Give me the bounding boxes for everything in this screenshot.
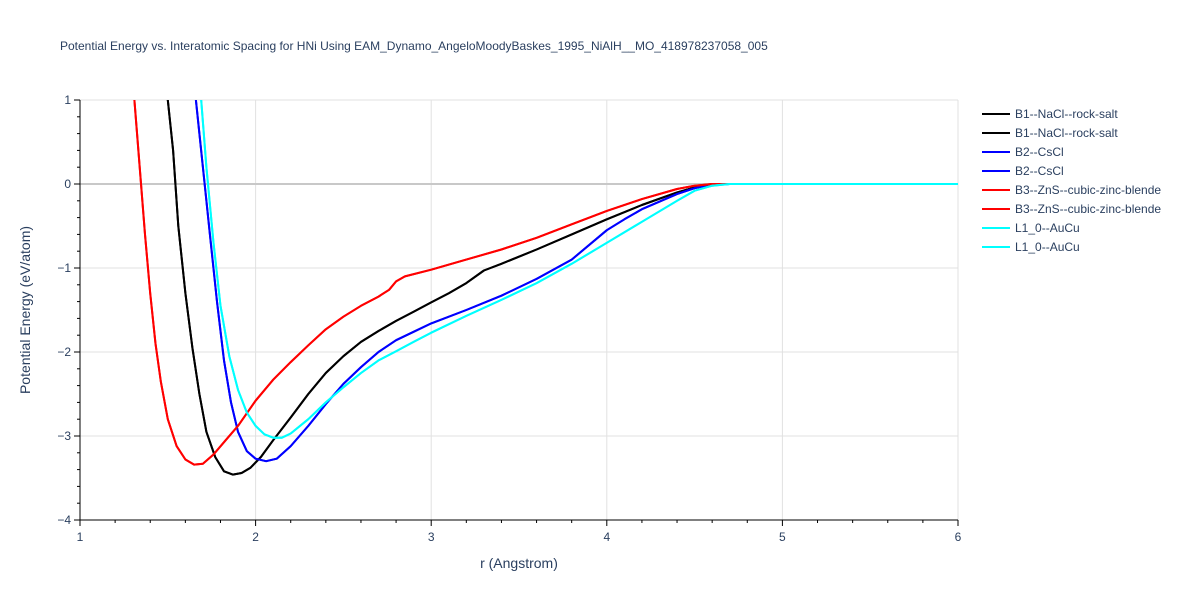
grid-lines bbox=[80, 99, 959, 520]
y-tick-label: 1 bbox=[64, 93, 71, 107]
y-tick-labels: 1 0 −1 −2 −3 −4 bbox=[57, 93, 71, 527]
x-tick-labels: 1 2 3 4 5 6 bbox=[77, 530, 962, 544]
x-tick-label: 2 bbox=[252, 530, 259, 544]
x-tick-label: 4 bbox=[603, 530, 610, 544]
x-axis-title: r (Angstrom) bbox=[480, 555, 558, 571]
legend-item[interactable]: B2--CsCl bbox=[982, 145, 1064, 159]
legend[interactable]: B1--NaCl--rock-salt B1--NaCl--rock-salt B2… bbox=[982, 107, 1161, 254]
x-tick-label: 6 bbox=[955, 530, 962, 544]
axes bbox=[74, 99, 959, 526]
x-tick-label: 1 bbox=[77, 530, 84, 544]
series-line bbox=[166, 100, 958, 476]
legend-label: B2--CsCl bbox=[1015, 145, 1064, 159]
y-tick-label: −1 bbox=[57, 261, 71, 275]
legend-label: B3--ZnS--cubic-zinc-blende bbox=[1015, 183, 1161, 197]
x-tick-label: 3 bbox=[428, 530, 435, 544]
series-line bbox=[200, 100, 958, 439]
legend-label: B1--NaCl--rock-salt bbox=[1015, 107, 1118, 121]
series-line bbox=[133, 100, 958, 466]
legend-label: B1--NaCl--rock-salt bbox=[1015, 126, 1118, 140]
legend-item[interactable]: B3--ZnS--cubic-zinc-blende bbox=[982, 202, 1161, 216]
series-lines bbox=[133, 100, 958, 476]
legend-label: B3--ZnS--cubic-zinc-blende bbox=[1015, 202, 1161, 216]
x-tick-label: 5 bbox=[779, 530, 786, 544]
legend-item[interactable]: B2--CsCl bbox=[982, 164, 1064, 178]
legend-item[interactable]: B1--NaCl--rock-salt bbox=[982, 107, 1118, 121]
series-line bbox=[166, 100, 958, 476]
y-tick-label: 0 bbox=[64, 177, 71, 191]
legend-label: B2--CsCl bbox=[1015, 164, 1064, 178]
legend-item[interactable]: B1--NaCl--rock-salt bbox=[982, 126, 1118, 140]
legend-item[interactable]: L1_0--AuCu bbox=[982, 240, 1080, 254]
legend-item[interactable]: B3--ZnS--cubic-zinc-blende bbox=[982, 183, 1161, 197]
legend-item[interactable]: L1_0--AuCu bbox=[982, 221, 1080, 235]
chart-title: Potential Energy vs. Interatomic Spacing… bbox=[60, 39, 768, 53]
legend-label: L1_0--AuCu bbox=[1015, 240, 1080, 254]
y-tick-label: −3 bbox=[57, 429, 71, 443]
series-line bbox=[133, 100, 958, 466]
y-axis-title: Potential Energy (eV/atom) bbox=[17, 226, 33, 394]
legend-label: L1_0--AuCu bbox=[1015, 221, 1080, 235]
series-line bbox=[194, 100, 958, 463]
y-tick-label: −4 bbox=[57, 513, 71, 527]
y-tick-label: −2 bbox=[57, 345, 71, 359]
series-line bbox=[194, 100, 958, 463]
